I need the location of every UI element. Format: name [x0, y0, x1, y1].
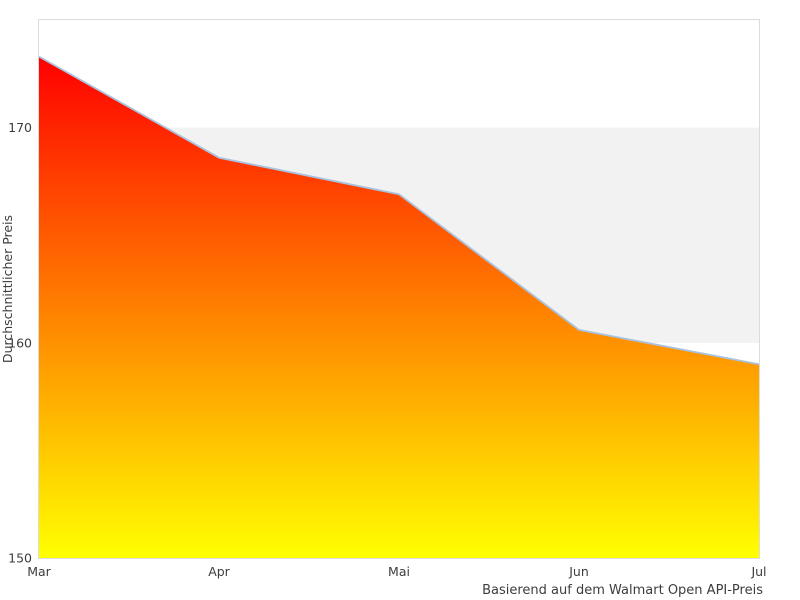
y-axis-tick-labels: 150 160 170 — [8, 120, 32, 565]
x-tick-label: Jul — [750, 564, 766, 579]
x-tick-label: Mai — [388, 564, 410, 579]
x-tick-label: Mar — [27, 564, 51, 579]
y-tick-label: 170 — [8, 120, 32, 135]
x-tick-label: Apr — [208, 564, 230, 579]
x-tick-label: Jun — [568, 564, 589, 579]
plot-border — [38, 19, 760, 559]
x-axis-tick-labels: Mar Apr Mai Jun Jul — [27, 564, 766, 579]
chart-caption: Basierend auf dem Walmart Open API-Preis — [482, 583, 763, 598]
area-series-fill — [39, 56, 759, 558]
y-axis-title: Durchschnittlicher Preis — [0, 215, 15, 363]
y-tick-label: 150 — [8, 551, 32, 566]
area-series-line — [38, 55, 760, 366]
y-tick-label: 160 — [8, 335, 32, 350]
